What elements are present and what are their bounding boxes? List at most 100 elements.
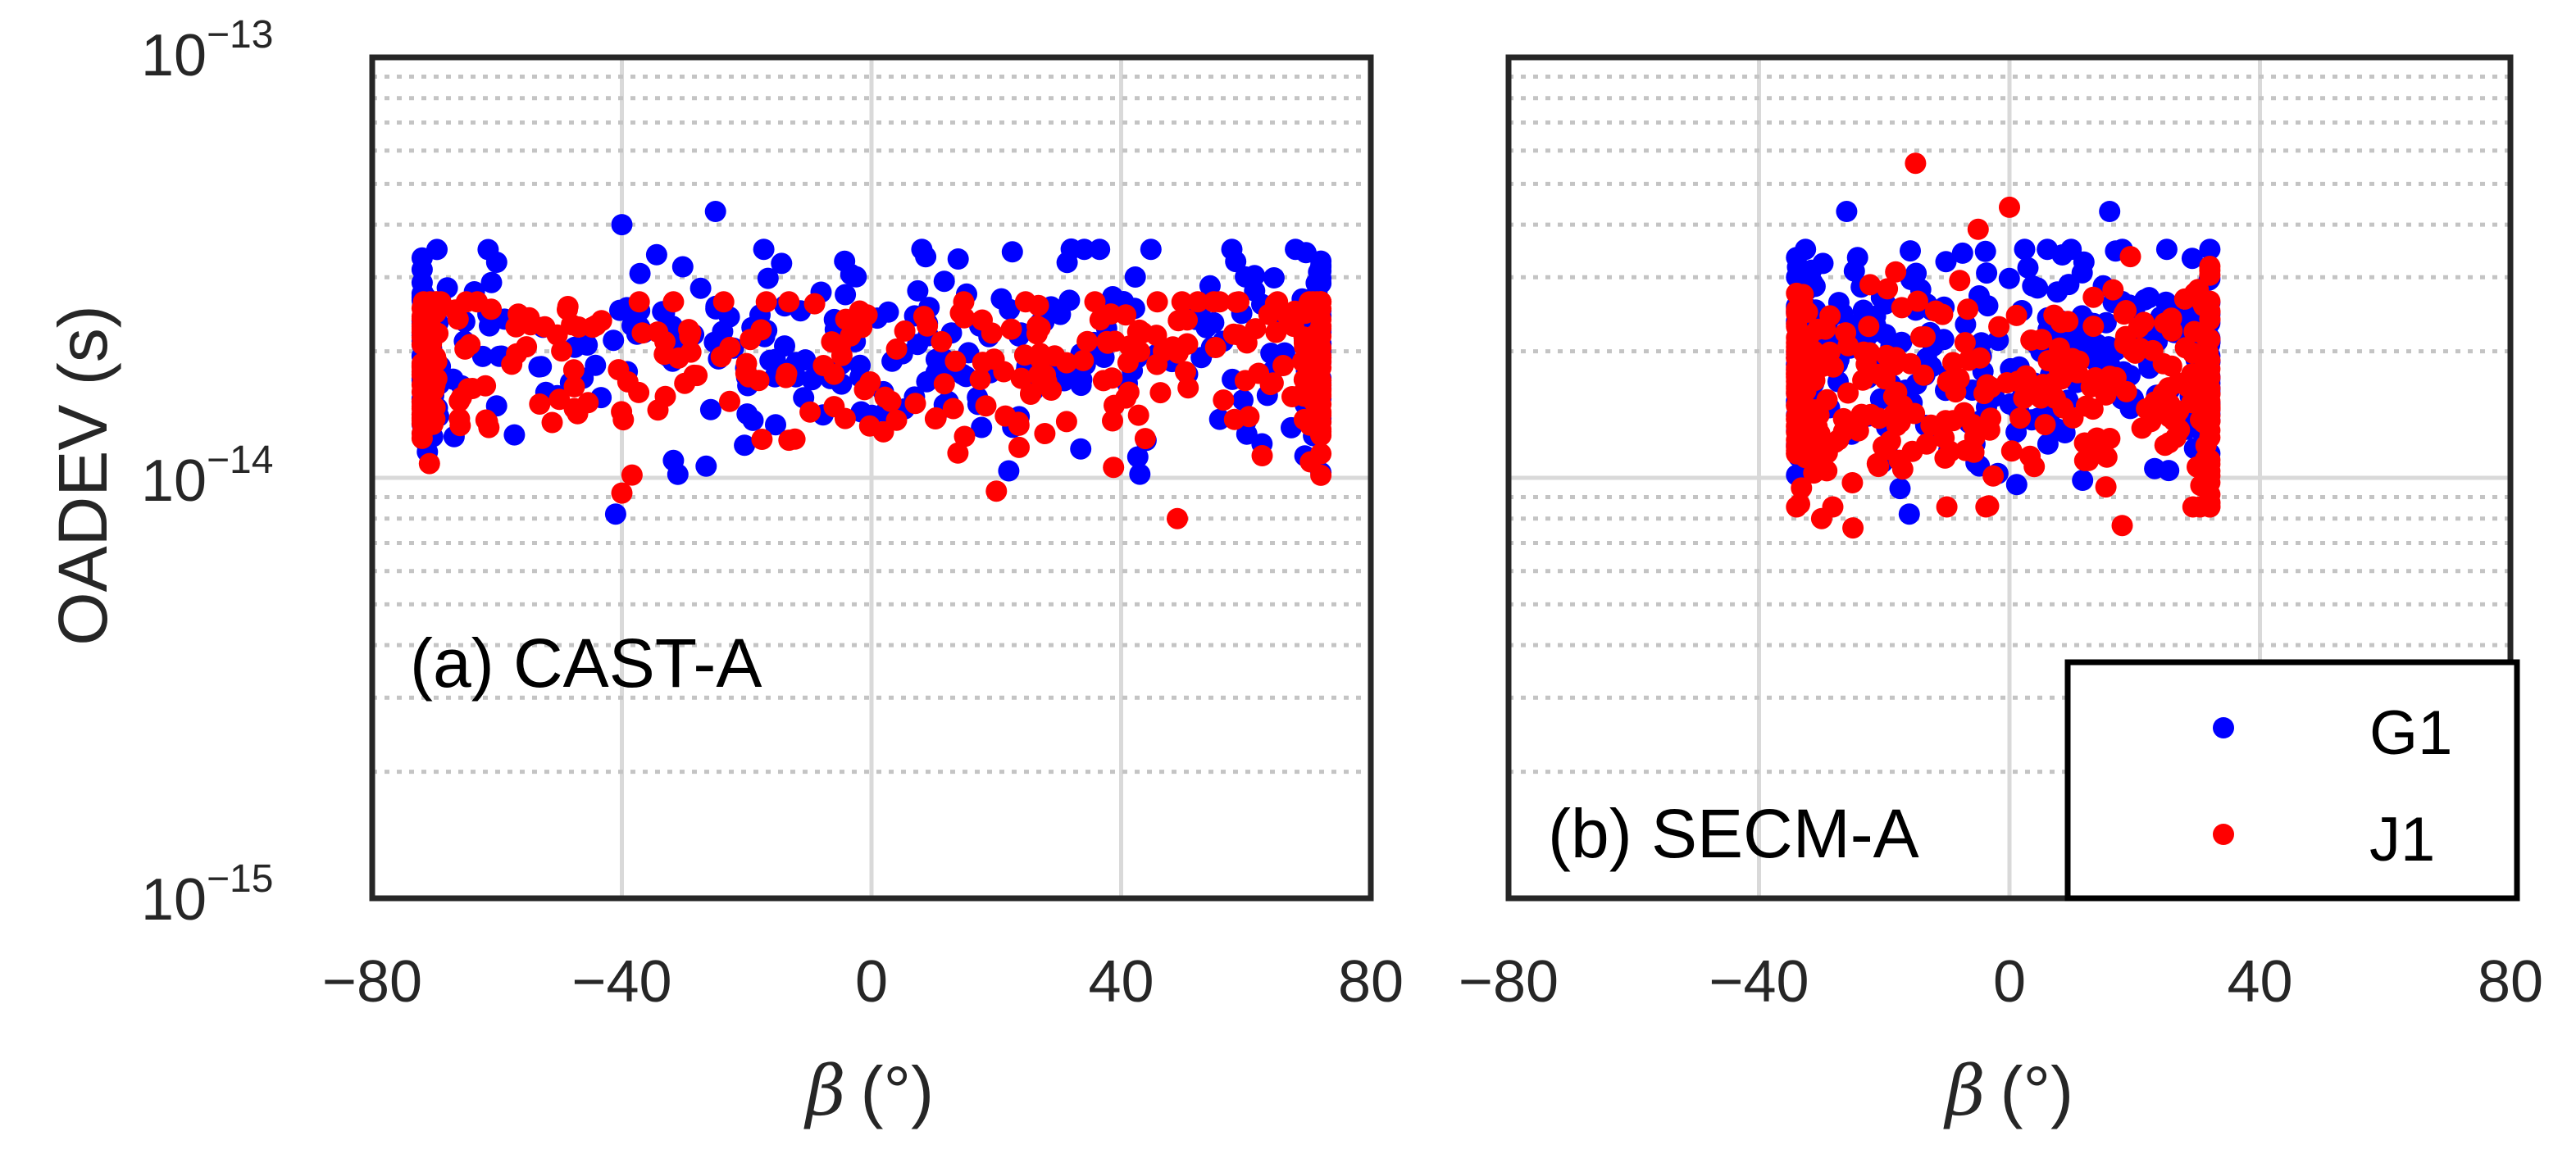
- point-j1: [647, 399, 669, 421]
- point-g1: [2181, 248, 2203, 270]
- point-j1: [1791, 477, 1813, 499]
- point-j1: [423, 379, 445, 402]
- x-tick-label: 0: [1993, 949, 2026, 1015]
- point-j1: [931, 330, 953, 352]
- x-tick-label: 80: [2478, 949, 2543, 1015]
- panel-b-label: (b) SECM-A: [1548, 795, 1919, 872]
- x-tick-label: −40: [571, 949, 671, 1015]
- point-j1: [1103, 457, 1125, 479]
- point-j1: [1962, 413, 1983, 435]
- point-j1: [1076, 330, 1099, 352]
- point-j1: [1129, 341, 1151, 363]
- point-g1: [2155, 239, 2178, 261]
- point-j1: [1948, 368, 1970, 390]
- point-j1: [821, 331, 843, 353]
- point-j1: [1026, 315, 1048, 337]
- point-j1: [476, 411, 498, 433]
- point-j1: [1795, 371, 1818, 393]
- point-j1: [1847, 420, 1869, 442]
- point-j1: [2102, 279, 2124, 301]
- point-j1: [1885, 261, 1907, 283]
- point-g1: [503, 424, 526, 446]
- point-j1: [459, 334, 481, 356]
- point-j1: [1040, 379, 1063, 401]
- point-g1: [2085, 351, 2107, 373]
- point-j1: [2084, 435, 2106, 457]
- point-j1: [1982, 465, 2005, 487]
- point-j1: [894, 320, 916, 342]
- panel-a-grid: [372, 57, 1371, 898]
- point-j1: [1901, 440, 1923, 462]
- x-tick-label: −80: [322, 949, 422, 1015]
- point-g1: [771, 252, 793, 275]
- point-j1: [933, 373, 955, 395]
- point-g1: [528, 356, 550, 378]
- point-j1: [480, 298, 503, 320]
- panel-a-cast-a: −80 −40 0 40 80 (a) CAST-A β (°): [322, 54, 1404, 1131]
- point-g1: [757, 267, 779, 289]
- point-j1: [880, 390, 902, 412]
- point-j1: [2141, 339, 2164, 361]
- x-unit: (°): [2000, 1052, 2074, 1129]
- point-g1: [1310, 250, 1332, 272]
- point-j1: [1958, 349, 1980, 371]
- point-j1: [2199, 383, 2221, 405]
- point-j1: [799, 401, 821, 423]
- point-j1: [1146, 291, 1168, 313]
- point-g1: [2155, 291, 2177, 313]
- point-j1: [1905, 152, 1927, 175]
- point-g1: [759, 349, 781, 371]
- point-j1: [1262, 372, 1284, 394]
- point-j1: [1933, 427, 1955, 449]
- point-g1: [765, 414, 786, 436]
- point-j1: [2199, 460, 2221, 482]
- point-j1: [1794, 398, 1816, 420]
- point-j1: [975, 395, 997, 417]
- point-j1: [529, 393, 551, 415]
- point-j1: [2075, 395, 2097, 417]
- panel-b-frame: [1505, 54, 2514, 902]
- point-j1: [1308, 325, 1330, 347]
- point-g1: [835, 284, 857, 306]
- point-j1: [1866, 452, 1888, 475]
- point-j1: [719, 390, 740, 412]
- point-j1: [2057, 311, 2079, 333]
- point-j1: [1806, 416, 1828, 438]
- point-g1: [2005, 474, 2028, 496]
- point-j1: [834, 407, 856, 429]
- point-g1: [1935, 251, 1957, 273]
- point-j1: [1167, 310, 1190, 332]
- point-g1: [2097, 336, 2119, 358]
- point-j1: [1149, 382, 1172, 404]
- point-j1: [1055, 411, 1077, 433]
- y-tick-exponent: −13: [207, 13, 273, 57]
- panel-a-label: (a) CAST-A: [410, 625, 762, 702]
- panel-b-x-axis-title: β (°): [1943, 1051, 2073, 1131]
- point-j1: [1882, 385, 1905, 407]
- point-j1: [448, 407, 471, 429]
- point-g1: [411, 247, 433, 269]
- point-j1: [2000, 440, 2023, 462]
- x-tick-label: 80: [1338, 949, 1404, 1015]
- point-j1: [1800, 352, 1823, 374]
- point-j1: [678, 319, 700, 341]
- point-j1: [563, 398, 585, 420]
- point-j1: [1298, 384, 1320, 407]
- point-g1: [629, 262, 651, 284]
- point-g1: [1900, 240, 1921, 262]
- point-j1: [835, 308, 857, 330]
- point-j1: [904, 393, 926, 415]
- point-g1: [712, 320, 734, 343]
- point-j1: [1115, 304, 1137, 326]
- point-j1: [1265, 321, 1287, 343]
- point-g1: [1208, 408, 1231, 430]
- y-tick-label-1e-14: 10 −14: [141, 438, 273, 514]
- point-j1: [611, 482, 633, 504]
- point-j1: [654, 330, 676, 352]
- point-j1: [617, 370, 639, 393]
- point-g1: [2017, 257, 2039, 279]
- point-j1: [1146, 353, 1168, 375]
- point-j1: [712, 291, 735, 313]
- point-g1: [990, 288, 1013, 310]
- point-j1: [1013, 344, 1035, 366]
